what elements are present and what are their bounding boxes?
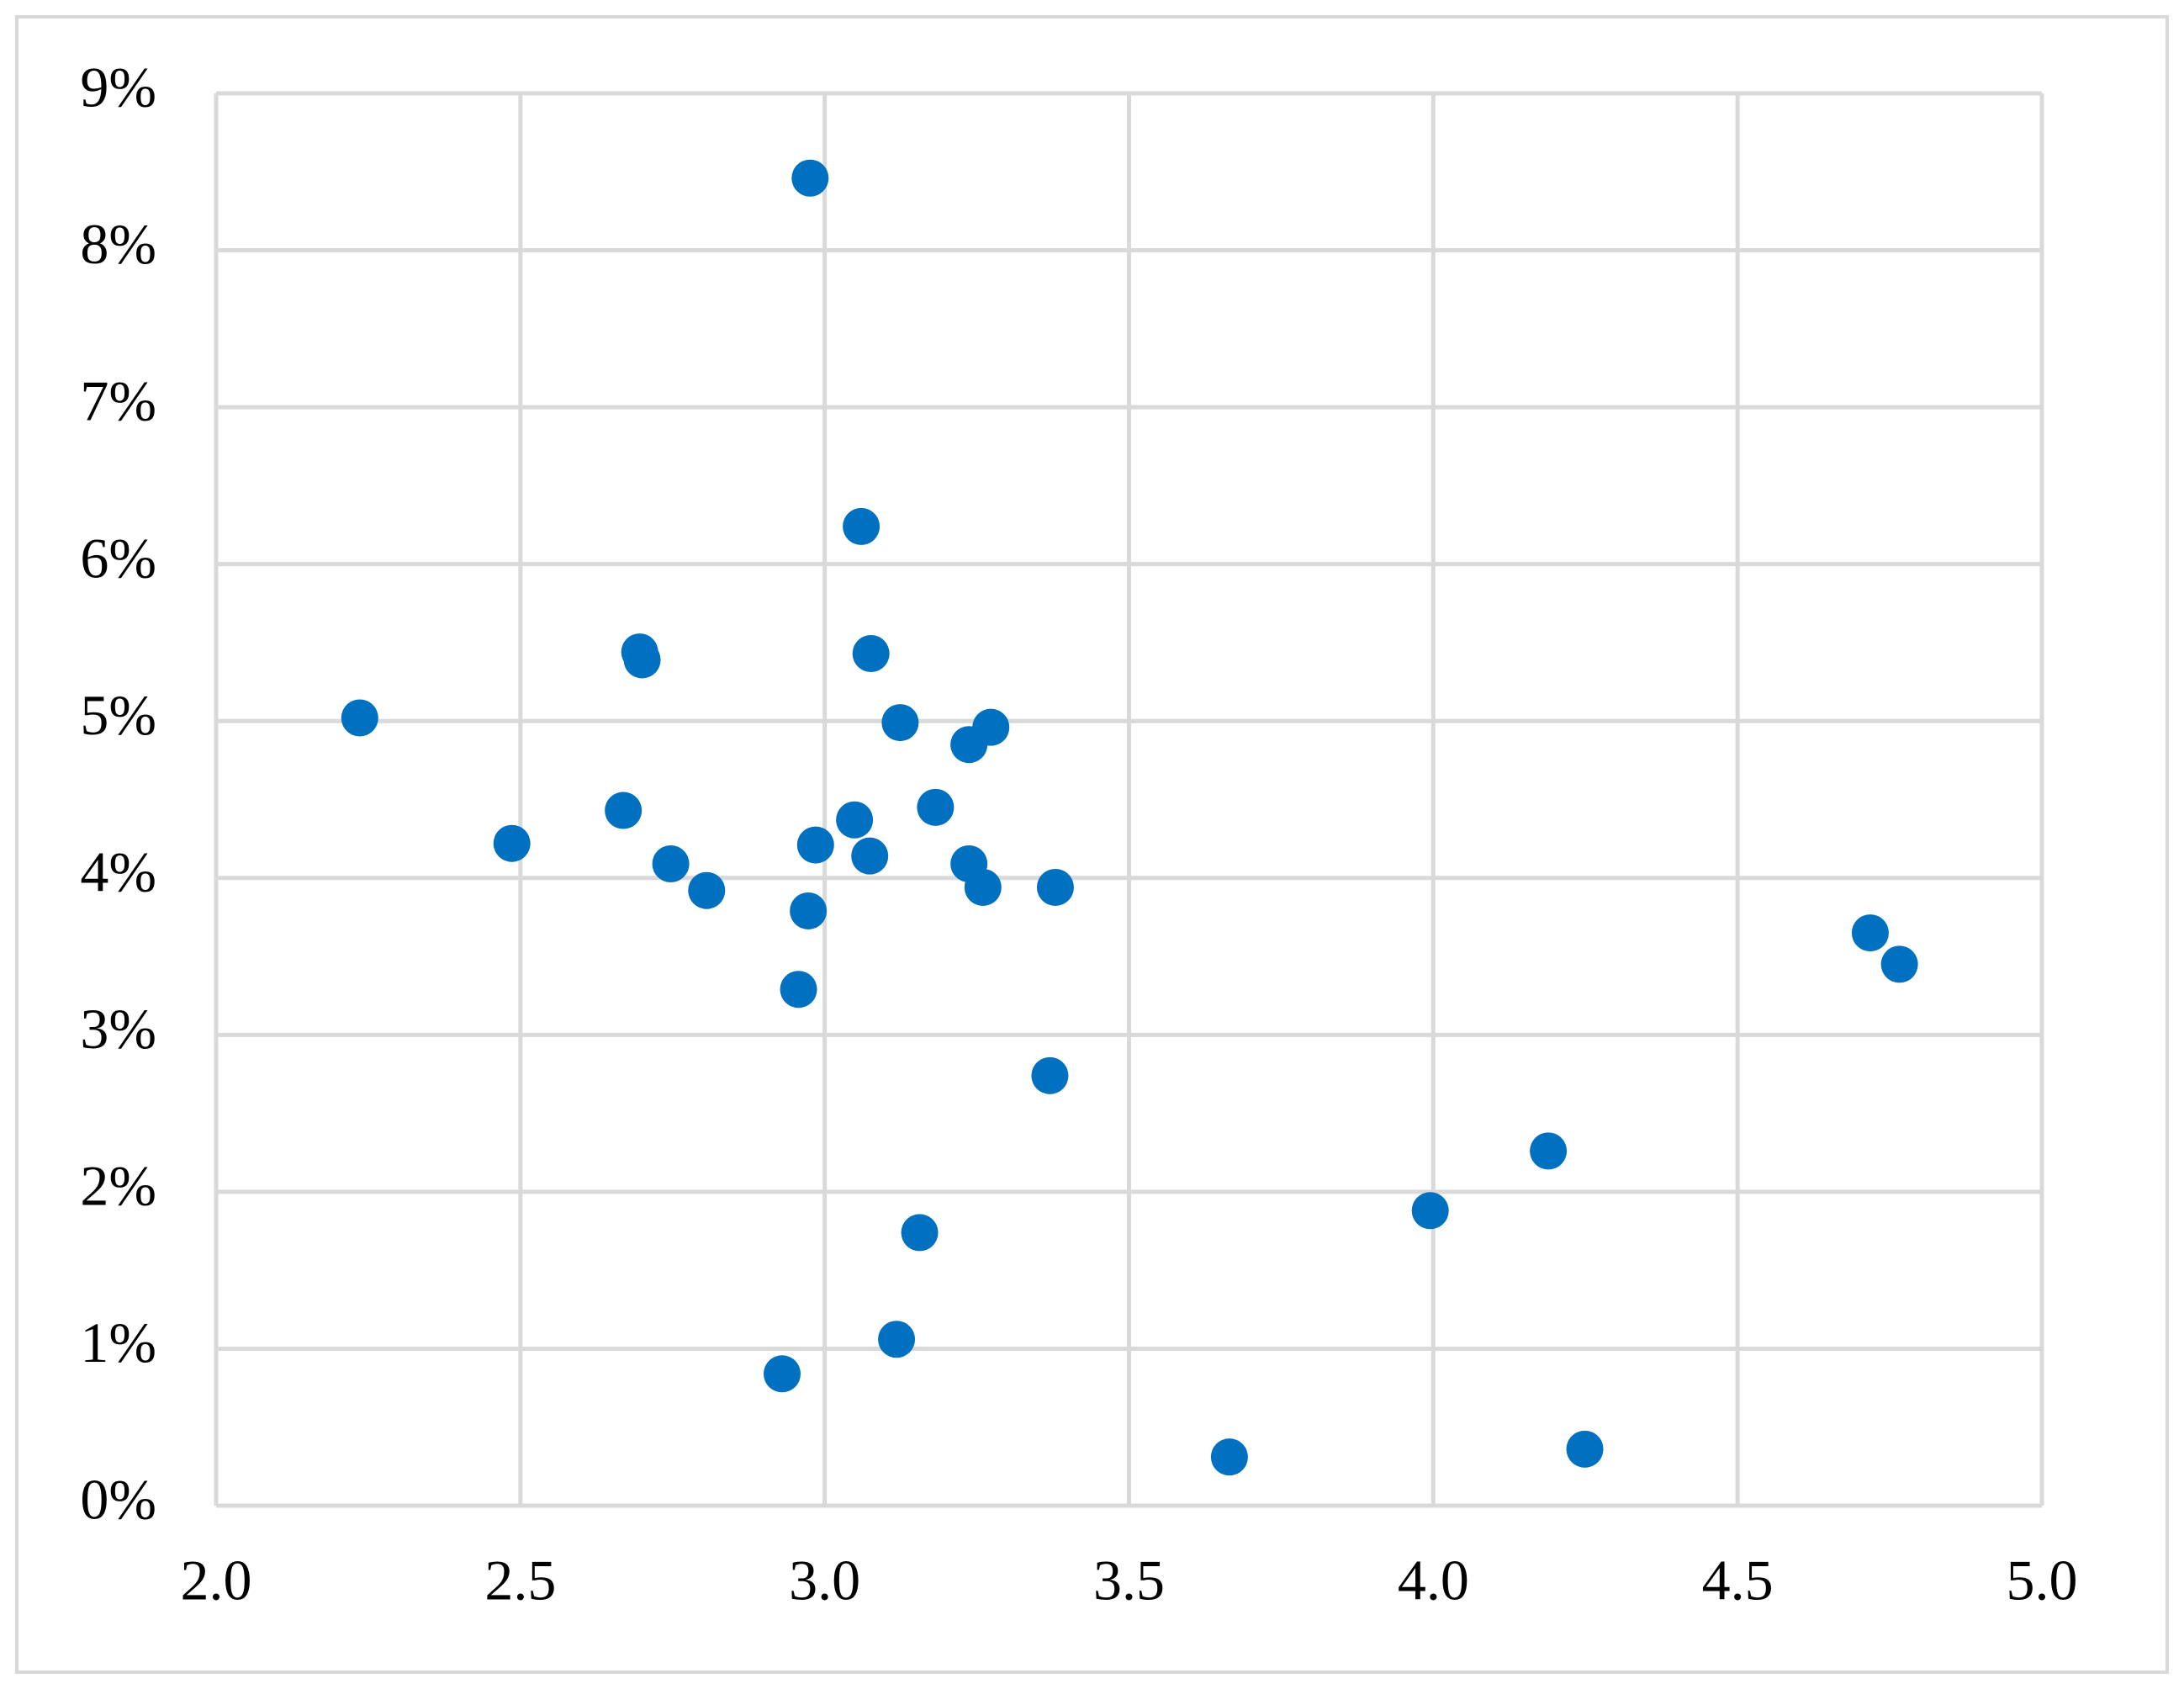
- point: [341, 699, 378, 737]
- chart-border: [15, 15, 2169, 1674]
- point: [1036, 868, 1074, 906]
- x-tick-label: 4.5: [1702, 1549, 1774, 1612]
- y-tick-label: 1%: [80, 1310, 156, 1374]
- point: [1880, 945, 1918, 983]
- point: [1411, 1192, 1449, 1230]
- point: [881, 704, 919, 742]
- y-tick-label: 3%: [80, 997, 156, 1061]
- point: [878, 1321, 916, 1358]
- point: [843, 507, 880, 545]
- point: [688, 871, 726, 909]
- point: [1566, 1430, 1604, 1468]
- y-tick-label: 0%: [80, 1468, 156, 1532]
- point: [605, 792, 643, 829]
- point: [1210, 1438, 1248, 1476]
- point: [780, 971, 817, 1009]
- point: [791, 159, 829, 197]
- point: [901, 1214, 939, 1252]
- point: [652, 844, 690, 882]
- point: [796, 826, 834, 864]
- point: [623, 641, 661, 679]
- point: [917, 788, 955, 826]
- x-tick-label: 2.0: [181, 1549, 252, 1612]
- y-tick-label: 7%: [80, 369, 156, 433]
- point: [964, 868, 1002, 906]
- x-tick-label: 3.5: [1093, 1549, 1165, 1612]
- point: [1530, 1132, 1568, 1170]
- point: [764, 1355, 801, 1393]
- y-tick-label: 6%: [80, 526, 156, 590]
- x-tick-label: 5.0: [2007, 1549, 2078, 1612]
- y-tick-label: 5%: [80, 683, 156, 747]
- point: [1031, 1056, 1069, 1094]
- x-tick-label: 4.0: [1398, 1549, 1469, 1612]
- point: [851, 837, 889, 875]
- point: [790, 892, 828, 929]
- point: [493, 824, 531, 862]
- point: [972, 708, 1010, 746]
- y-tick-label: 8%: [80, 212, 156, 276]
- y-tick-label: 9%: [80, 56, 156, 119]
- x-tick-label: 2.5: [484, 1549, 556, 1612]
- point: [1851, 914, 1889, 952]
- point: [836, 801, 874, 839]
- y-tick-label: 4%: [80, 839, 156, 903]
- x-tick-label: 3.0: [789, 1549, 860, 1612]
- y-tick-label: 2%: [80, 1153, 156, 1217]
- point: [852, 635, 890, 673]
